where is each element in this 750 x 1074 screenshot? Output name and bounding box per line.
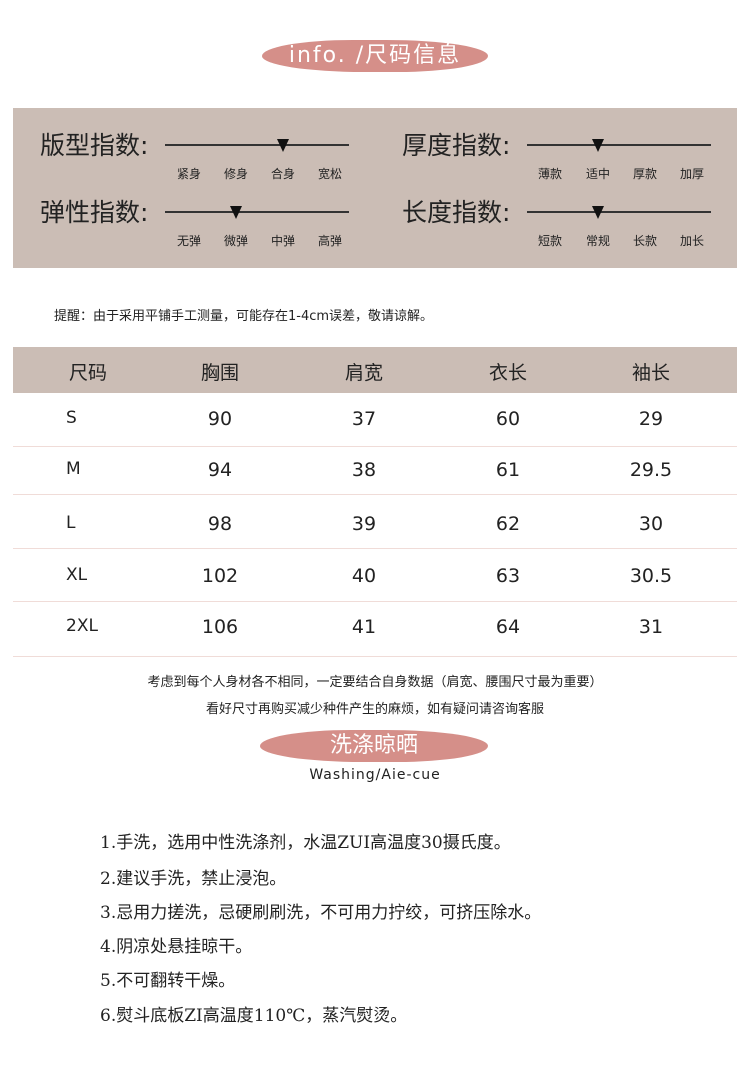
- index-scale: [527, 211, 711, 213]
- index-option: 修身: [223, 167, 249, 181]
- index-option: 加长: [679, 234, 705, 248]
- table-cell: 41: [351, 616, 377, 638]
- washing-banner: 洗涤晾晒: [260, 730, 488, 762]
- footer-line-1: 考虑到每个人身材各不相同，一定要结合自身数据（肩宽、腰围尺寸最为重要）: [147, 675, 603, 690]
- column-header: 尺码: [68, 362, 108, 384]
- table-cell: 31: [638, 616, 664, 638]
- table-cell: S: [66, 408, 77, 428]
- washing-instruction: 4.阴凉处悬挂晾干。: [100, 937, 253, 957]
- washing-instruction: 3.忌用力搓洗，忌硬刷刷洗，不可用力拧绞，可挤压除水。: [100, 903, 542, 923]
- table-cell: 98: [207, 513, 233, 535]
- index-option: 无弹: [176, 234, 202, 248]
- table-cell: L: [66, 513, 76, 533]
- index-pointer-icon: [592, 206, 604, 219]
- index-scale: [527, 144, 711, 146]
- column-header: 袖长: [631, 362, 671, 384]
- index-option: 常规: [585, 234, 611, 248]
- index-pointer-icon: [277, 139, 289, 152]
- index-option: 紧身: [176, 167, 202, 181]
- measurement-note: 提醒：由于采用平铺手工测量，可能存在1-4cm误差，敬请谅解。: [54, 309, 434, 324]
- index-label: 版型指数:: [40, 131, 149, 160]
- index-option: 厚款: [632, 167, 658, 181]
- index-scale: [165, 144, 349, 146]
- table-cell: 38: [351, 459, 377, 481]
- table-cell: 94: [207, 459, 233, 481]
- table-cell: 29: [638, 408, 664, 430]
- table-cell: 30.5: [629, 565, 673, 587]
- table-cell: XL: [66, 565, 88, 585]
- index-pointer-icon: [592, 139, 604, 152]
- index-option: 加厚: [679, 167, 705, 181]
- table-cell: 2XL: [66, 616, 98, 636]
- index-option: 中弹: [270, 234, 296, 248]
- index-pointer-icon: [230, 206, 242, 219]
- row-divider: [13, 601, 737, 602]
- table-cell: 62: [495, 513, 521, 535]
- washing-subtitle: Washing/Aie-cue: [309, 767, 441, 783]
- table-cell: 60: [495, 408, 521, 430]
- info-banner: info. /尺码信息: [262, 40, 488, 72]
- index-panel: [13, 108, 737, 268]
- table-cell: 106: [201, 616, 239, 638]
- table-header: [13, 347, 737, 393]
- washing-instruction: 6.熨斗底板ZI高温度110℃，蒸汽熨烫。: [100, 1006, 408, 1026]
- table-cell: 90: [207, 408, 233, 430]
- row-divider: [13, 494, 737, 495]
- table-cell: 63: [495, 565, 521, 587]
- table-cell: 40: [351, 565, 377, 587]
- index-scale: [165, 211, 349, 213]
- index-option: 薄款: [537, 167, 563, 181]
- index-option: 宽松: [317, 167, 343, 181]
- column-header: 肩宽: [344, 362, 384, 384]
- washing-instruction: 5.不可翻转干燥。: [100, 971, 236, 991]
- footer-line-2: 看好尺寸再购买减少种件产生的麻烦，如有疑问请咨询客服: [205, 702, 544, 717]
- table-cell: 61: [495, 459, 521, 481]
- row-divider: [13, 548, 737, 549]
- table-cell: 30: [638, 513, 664, 535]
- column-header: 衣长: [488, 362, 528, 384]
- index-option: 高弹: [317, 234, 343, 248]
- table-cell: 37: [351, 408, 377, 430]
- index-option: 长款: [632, 234, 658, 248]
- table-cell: 64: [495, 616, 521, 638]
- washing-instruction: 2.建议手洗，禁止浸泡。: [100, 869, 287, 889]
- table-cell: 29.5: [629, 459, 673, 481]
- index-option: 短款: [537, 234, 563, 248]
- table-cell: M: [66, 459, 81, 479]
- index-option: 微弹: [223, 234, 249, 248]
- index-label: 厚度指数:: [402, 131, 511, 160]
- index-label: 弹性指数:: [40, 198, 149, 227]
- index-label: 长度指数:: [402, 198, 511, 227]
- table-cell: 102: [201, 565, 239, 587]
- column-header: 胸围: [200, 362, 240, 384]
- row-divider: [13, 446, 737, 447]
- row-divider: [13, 656, 737, 657]
- index-option: 适中: [585, 167, 611, 181]
- index-option: 合身: [270, 167, 296, 181]
- washing-instruction: 1.手洗，选用中性洗涤剂，水温ZUI高温度30摄氏度。: [100, 833, 511, 853]
- table-cell: 39: [351, 513, 377, 535]
